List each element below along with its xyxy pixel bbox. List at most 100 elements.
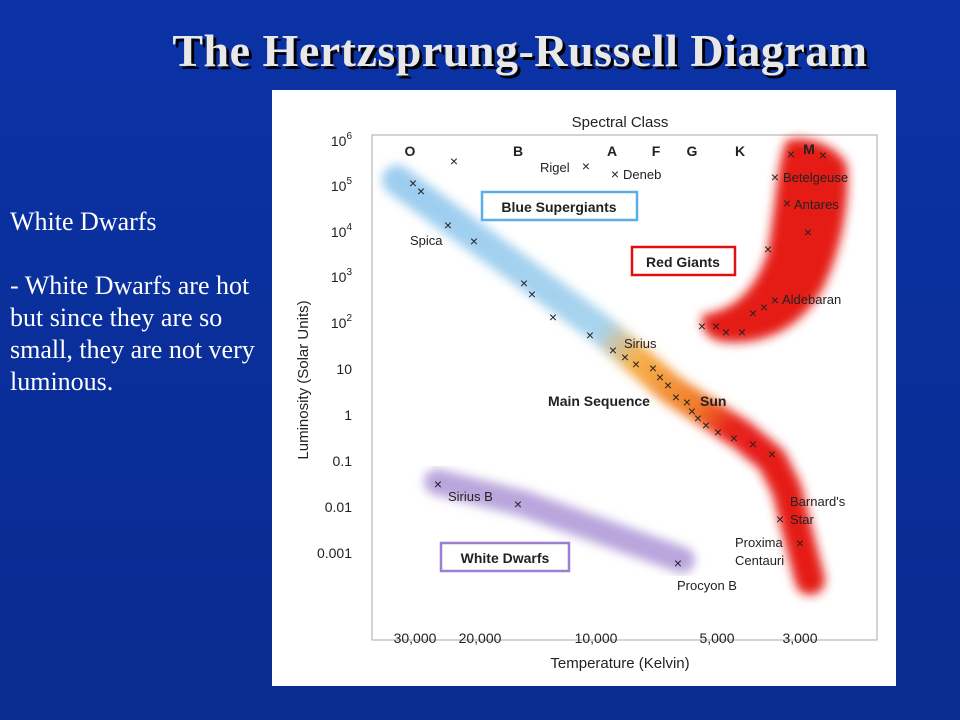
star-labels: Rigel Deneb Betelgeuse Antares Spica Ald… bbox=[410, 160, 848, 593]
star-label-centauri: Centauri bbox=[735, 553, 784, 568]
star-marker: × bbox=[712, 318, 720, 334]
star-label-aldebaran: Aldebaran bbox=[782, 292, 841, 307]
star-marker: × bbox=[738, 324, 746, 340]
star-marker: × bbox=[549, 309, 557, 325]
white-dwarfs-band bbox=[424, 469, 695, 573]
star-marker-antares: × bbox=[783, 195, 791, 211]
star-marker: × bbox=[768, 446, 776, 462]
star-marker: × bbox=[714, 424, 722, 440]
x-tick: 30,000 bbox=[394, 630, 437, 646]
y-tick: 106 bbox=[331, 131, 353, 149]
y-tick: 105 bbox=[331, 176, 353, 194]
side-body: - White Dwarfs are hot but since they ar… bbox=[10, 271, 255, 396]
star-marker: × bbox=[632, 356, 640, 372]
star-marker: × bbox=[609, 342, 617, 358]
side-text: White Dwarfs - White Dwarfs are hot but … bbox=[10, 206, 260, 398]
star-label-procyon-b: Procyon B bbox=[677, 578, 737, 593]
hr-diagram-svg: Blue Supergiants Red Giants Main Sequenc… bbox=[295, 114, 878, 672]
star-marker: × bbox=[586, 327, 594, 343]
star-marker: × bbox=[698, 318, 706, 334]
x-tick: 5,000 bbox=[699, 630, 734, 646]
star-label-sirius-b: Sirius B bbox=[448, 489, 493, 504]
star-marker-barnards: × bbox=[776, 511, 784, 527]
main-sequence-label: Main Sequence bbox=[548, 393, 650, 409]
star-marker: × bbox=[656, 369, 664, 385]
y-axis-label: Luminosity (Solar Units) bbox=[295, 300, 312, 459]
star-label-proxima: Proxima bbox=[735, 535, 783, 550]
spectral-class-k: K bbox=[735, 143, 745, 159]
star-marker: × bbox=[528, 286, 536, 302]
x-tick: 20,000 bbox=[459, 630, 502, 646]
plot-frame bbox=[371, 134, 878, 641]
y-tick: 104 bbox=[331, 222, 353, 240]
y-tick: 103 bbox=[331, 267, 353, 285]
spectral-class-f: F bbox=[652, 143, 661, 159]
red-giants-label: Red Giants bbox=[646, 254, 720, 270]
star-marker: × bbox=[417, 183, 425, 199]
star-marker: × bbox=[672, 389, 680, 405]
star-marker-aldebaran: × bbox=[771, 292, 779, 308]
star-marker: × bbox=[688, 403, 696, 419]
star-marker: × bbox=[760, 299, 768, 315]
spectral-class-b: B bbox=[513, 143, 523, 159]
red-giants-box bbox=[630, 245, 737, 277]
x-tick: 10,000 bbox=[575, 630, 618, 646]
star-marker: × bbox=[749, 436, 757, 452]
star-marker: × bbox=[683, 394, 691, 410]
star-marker-proxima: × bbox=[796, 535, 804, 551]
spectral-class-o: O bbox=[405, 143, 416, 159]
y-axis-ticks: 106 105 104 103 102 10 1 0.1 0.01 0.001 bbox=[317, 131, 352, 561]
star-label-deneb: Deneb bbox=[623, 167, 661, 182]
star-markers: × × × × × × × × × × × × × × × × × × × × … bbox=[409, 146, 827, 571]
main-sequence-band bbox=[382, 165, 825, 595]
x-axis-label: Temperature (Kelvin) bbox=[550, 655, 689, 672]
star-marker: × bbox=[450, 153, 458, 169]
star-marker-procyon-b: × bbox=[674, 555, 682, 571]
y-tick: 10 bbox=[336, 361, 352, 377]
star-marker: × bbox=[804, 224, 812, 240]
star-marker: × bbox=[444, 217, 452, 233]
star-label-sun: Sun bbox=[700, 393, 726, 409]
star-marker-deneb: × bbox=[611, 166, 619, 182]
star-marker: × bbox=[621, 349, 629, 365]
star-marker-rigel: × bbox=[582, 158, 590, 174]
star-label-betelgeuse: Betelgeuse bbox=[783, 170, 848, 185]
red-giants-region bbox=[701, 138, 848, 343]
star-marker: × bbox=[819, 147, 827, 163]
star-marker-betelgeuse: × bbox=[771, 169, 779, 185]
star-label-antares: Antares bbox=[794, 197, 839, 212]
spectral-class-m: M bbox=[803, 141, 815, 157]
white-dwarfs-label: White Dwarfs bbox=[461, 550, 550, 566]
star-marker: × bbox=[722, 324, 730, 340]
star-marker: × bbox=[702, 417, 710, 433]
hr-diagram-figure: Blue Supergiants Red Giants Main Sequenc… bbox=[272, 90, 896, 686]
star-label-rigel: Rigel bbox=[540, 160, 570, 175]
star-marker-sirius-b: × bbox=[434, 476, 442, 492]
x-tick: 3,000 bbox=[782, 630, 817, 646]
star-marker: × bbox=[764, 241, 772, 257]
x-axis-ticks: 30,000 20,000 10,000 5,000 3,000 bbox=[394, 630, 818, 646]
blue-supergiants-label: Blue Supergiants bbox=[501, 199, 616, 215]
y-tick: 0.1 bbox=[333, 453, 353, 469]
star-marker: × bbox=[787, 146, 795, 162]
y-tick: 102 bbox=[331, 313, 353, 331]
y-tick: 0.01 bbox=[325, 499, 352, 515]
star-marker: × bbox=[730, 430, 738, 446]
star-label-star: Star bbox=[790, 512, 815, 527]
y-tick: 0.001 bbox=[317, 545, 352, 561]
star-label-spica: Spica bbox=[410, 233, 443, 248]
spectral-class-a: A bbox=[607, 143, 617, 159]
star-label-barnards: Barnard's bbox=[790, 494, 846, 509]
star-marker: × bbox=[409, 175, 417, 191]
star-marker: × bbox=[664, 377, 672, 393]
side-heading: White Dwarfs bbox=[10, 207, 157, 236]
star-marker: × bbox=[470, 233, 478, 249]
white-dwarfs-box bbox=[439, 541, 571, 573]
star-marker: × bbox=[694, 410, 702, 426]
slide-title: The Hertzsprung-Russell Diagram bbox=[172, 25, 868, 76]
blue-supergiants-box bbox=[480, 190, 639, 222]
chart-title: Spectral Class bbox=[572, 114, 669, 131]
spectral-class-g: G bbox=[687, 143, 698, 159]
star-marker: × bbox=[520, 275, 528, 291]
star-marker: × bbox=[514, 496, 522, 512]
